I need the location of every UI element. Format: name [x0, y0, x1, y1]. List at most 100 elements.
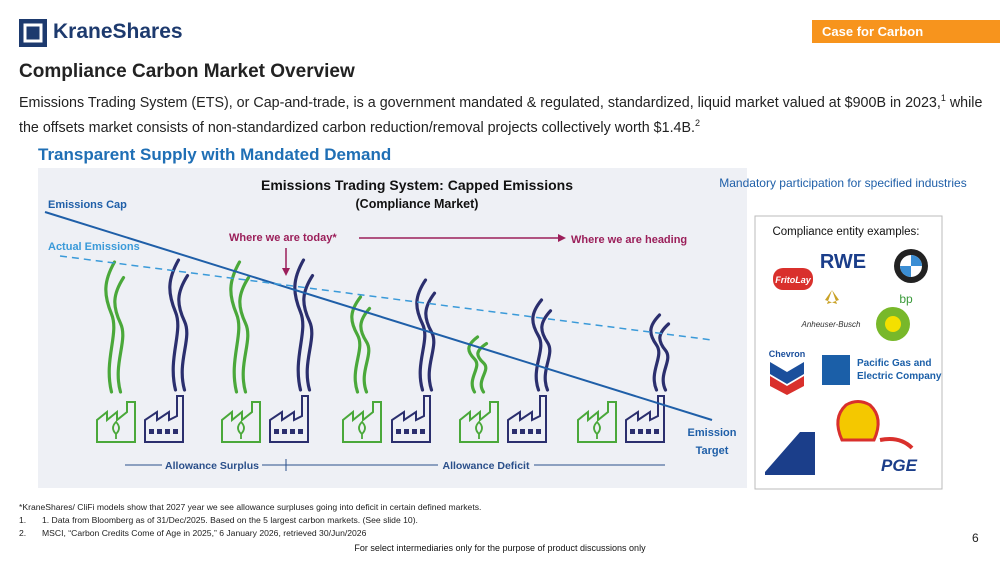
heading-label: Where we are heading — [571, 234, 687, 246]
footnote-number: 2. — [19, 528, 27, 538]
window — [646, 429, 651, 434]
smoke — [229, 260, 242, 394]
deficit-label: Allowance Deficit — [443, 460, 530, 472]
arrow-head — [558, 234, 566, 242]
window — [404, 429, 409, 434]
factory-navy — [269, 395, 309, 443]
smoke — [104, 260, 117, 394]
window — [282, 429, 287, 434]
factory-green — [342, 401, 382, 443]
surplus-label: Allowance Surplus — [165, 460, 259, 472]
logo-shape — [822, 355, 850, 385]
smoke — [467, 335, 480, 394]
logo-fritolay: FritoLay — [775, 275, 811, 285]
today-label: Where we are today* — [229, 232, 337, 244]
smoke — [293, 258, 306, 392]
footnote: 1. Data from Bloomberg as of 31/Dec/2025… — [42, 515, 418, 525]
factory-green — [459, 401, 499, 443]
leaf — [358, 420, 366, 439]
footer: For select intermediaries only for the p… — [354, 543, 646, 553]
title: Compliance Carbon Market Overview — [19, 61, 355, 82]
logo-pge-pl: PGE — [881, 456, 918, 475]
window — [630, 429, 635, 434]
window — [157, 429, 162, 434]
leaf — [237, 420, 245, 439]
panel-heading: Mandatory participation for specified in… — [719, 176, 966, 190]
smoke — [238, 276, 251, 394]
factory-navy — [625, 395, 665, 443]
factory-navy — [144, 395, 184, 443]
logo-chevron: Chevron — [769, 349, 806, 359]
window — [290, 429, 295, 434]
window — [638, 429, 643, 434]
smoke — [113, 276, 126, 394]
logo-pge-us: Electric Company — [857, 371, 942, 382]
label-bg — [162, 458, 262, 472]
logo-shape — [770, 362, 804, 384]
logo-shape — [825, 290, 839, 304]
window — [298, 429, 303, 434]
target-label: Emission — [688, 427, 737, 439]
actual-label: Actual Emissions — [48, 241, 140, 253]
smoke — [302, 274, 315, 392]
window — [520, 429, 525, 434]
panel-subheading: Compliance entity examples: — [772, 226, 919, 238]
window — [173, 429, 178, 434]
smoke — [649, 313, 662, 392]
logo-shape — [770, 376, 804, 395]
section-tag: Case for Carbon — [812, 20, 1000, 43]
leaf — [112, 420, 120, 439]
smoke — [540, 309, 553, 392]
window — [528, 429, 533, 434]
body-text-part: while the offsets market consists of non… — [19, 94, 983, 136]
smoke — [415, 278, 428, 392]
diagram-title: Emissions Trading System: Capped Emissio… — [261, 177, 573, 193]
logo-anheuser: Anheuser-Busch — [801, 320, 862, 329]
label-bg — [438, 458, 534, 472]
factory-green — [221, 401, 261, 443]
window — [396, 429, 401, 434]
factories — [96, 258, 671, 443]
smoke — [350, 295, 363, 394]
footnote-ref: 2 — [695, 117, 701, 128]
logo-shape — [885, 316, 901, 332]
footnote-ref: 1 — [940, 93, 946, 103]
diagram-subtitle: (Compliance Market) — [356, 197, 479, 211]
window — [412, 429, 417, 434]
leaf — [475, 420, 483, 439]
window — [165, 429, 170, 434]
window — [512, 429, 517, 434]
page-number: 6 — [972, 531, 979, 545]
footnote: MSCI, “Carbon Credits Come of Age in 202… — [42, 528, 367, 538]
logo-shape — [765, 432, 815, 475]
body-text-part: Emissions Trading System (ETS), or Cap-a… — [19, 94, 941, 111]
footnote-number: 1. — [19, 515, 27, 525]
smoke — [359, 306, 372, 394]
window — [420, 429, 425, 434]
section-heading: Transparent Supply with Mandated Demand — [38, 145, 392, 164]
body-text: Emissions Trading System (ETS), or Cap-a… — [19, 88, 994, 138]
logo-text: KraneShares — [53, 20, 183, 43]
smoke — [476, 342, 489, 394]
cap-line — [44, 211, 713, 421]
logo-rwe: RWE — [820, 251, 866, 273]
smoke — [177, 274, 190, 392]
logo-pge-us: Pacific Gas and — [857, 358, 931, 369]
factory-green — [96, 401, 136, 443]
leaf — [593, 420, 601, 439]
logo-shape — [900, 255, 922, 277]
window — [149, 429, 154, 434]
factory-green — [577, 401, 617, 443]
factory-navy — [507, 395, 547, 443]
smoke — [658, 322, 671, 392]
logo-shape — [879, 437, 914, 450]
actual-line — [59, 255, 713, 341]
logo-shape — [773, 268, 813, 290]
footnote: *KraneShares/ CliFi models show that 202… — [19, 502, 482, 512]
logo-shape — [836, 400, 880, 442]
target-label: Target — [696, 445, 729, 457]
logo-bp: bp — [899, 292, 913, 306]
window — [536, 429, 541, 434]
cap-label: Emissions Cap — [48, 199, 127, 211]
